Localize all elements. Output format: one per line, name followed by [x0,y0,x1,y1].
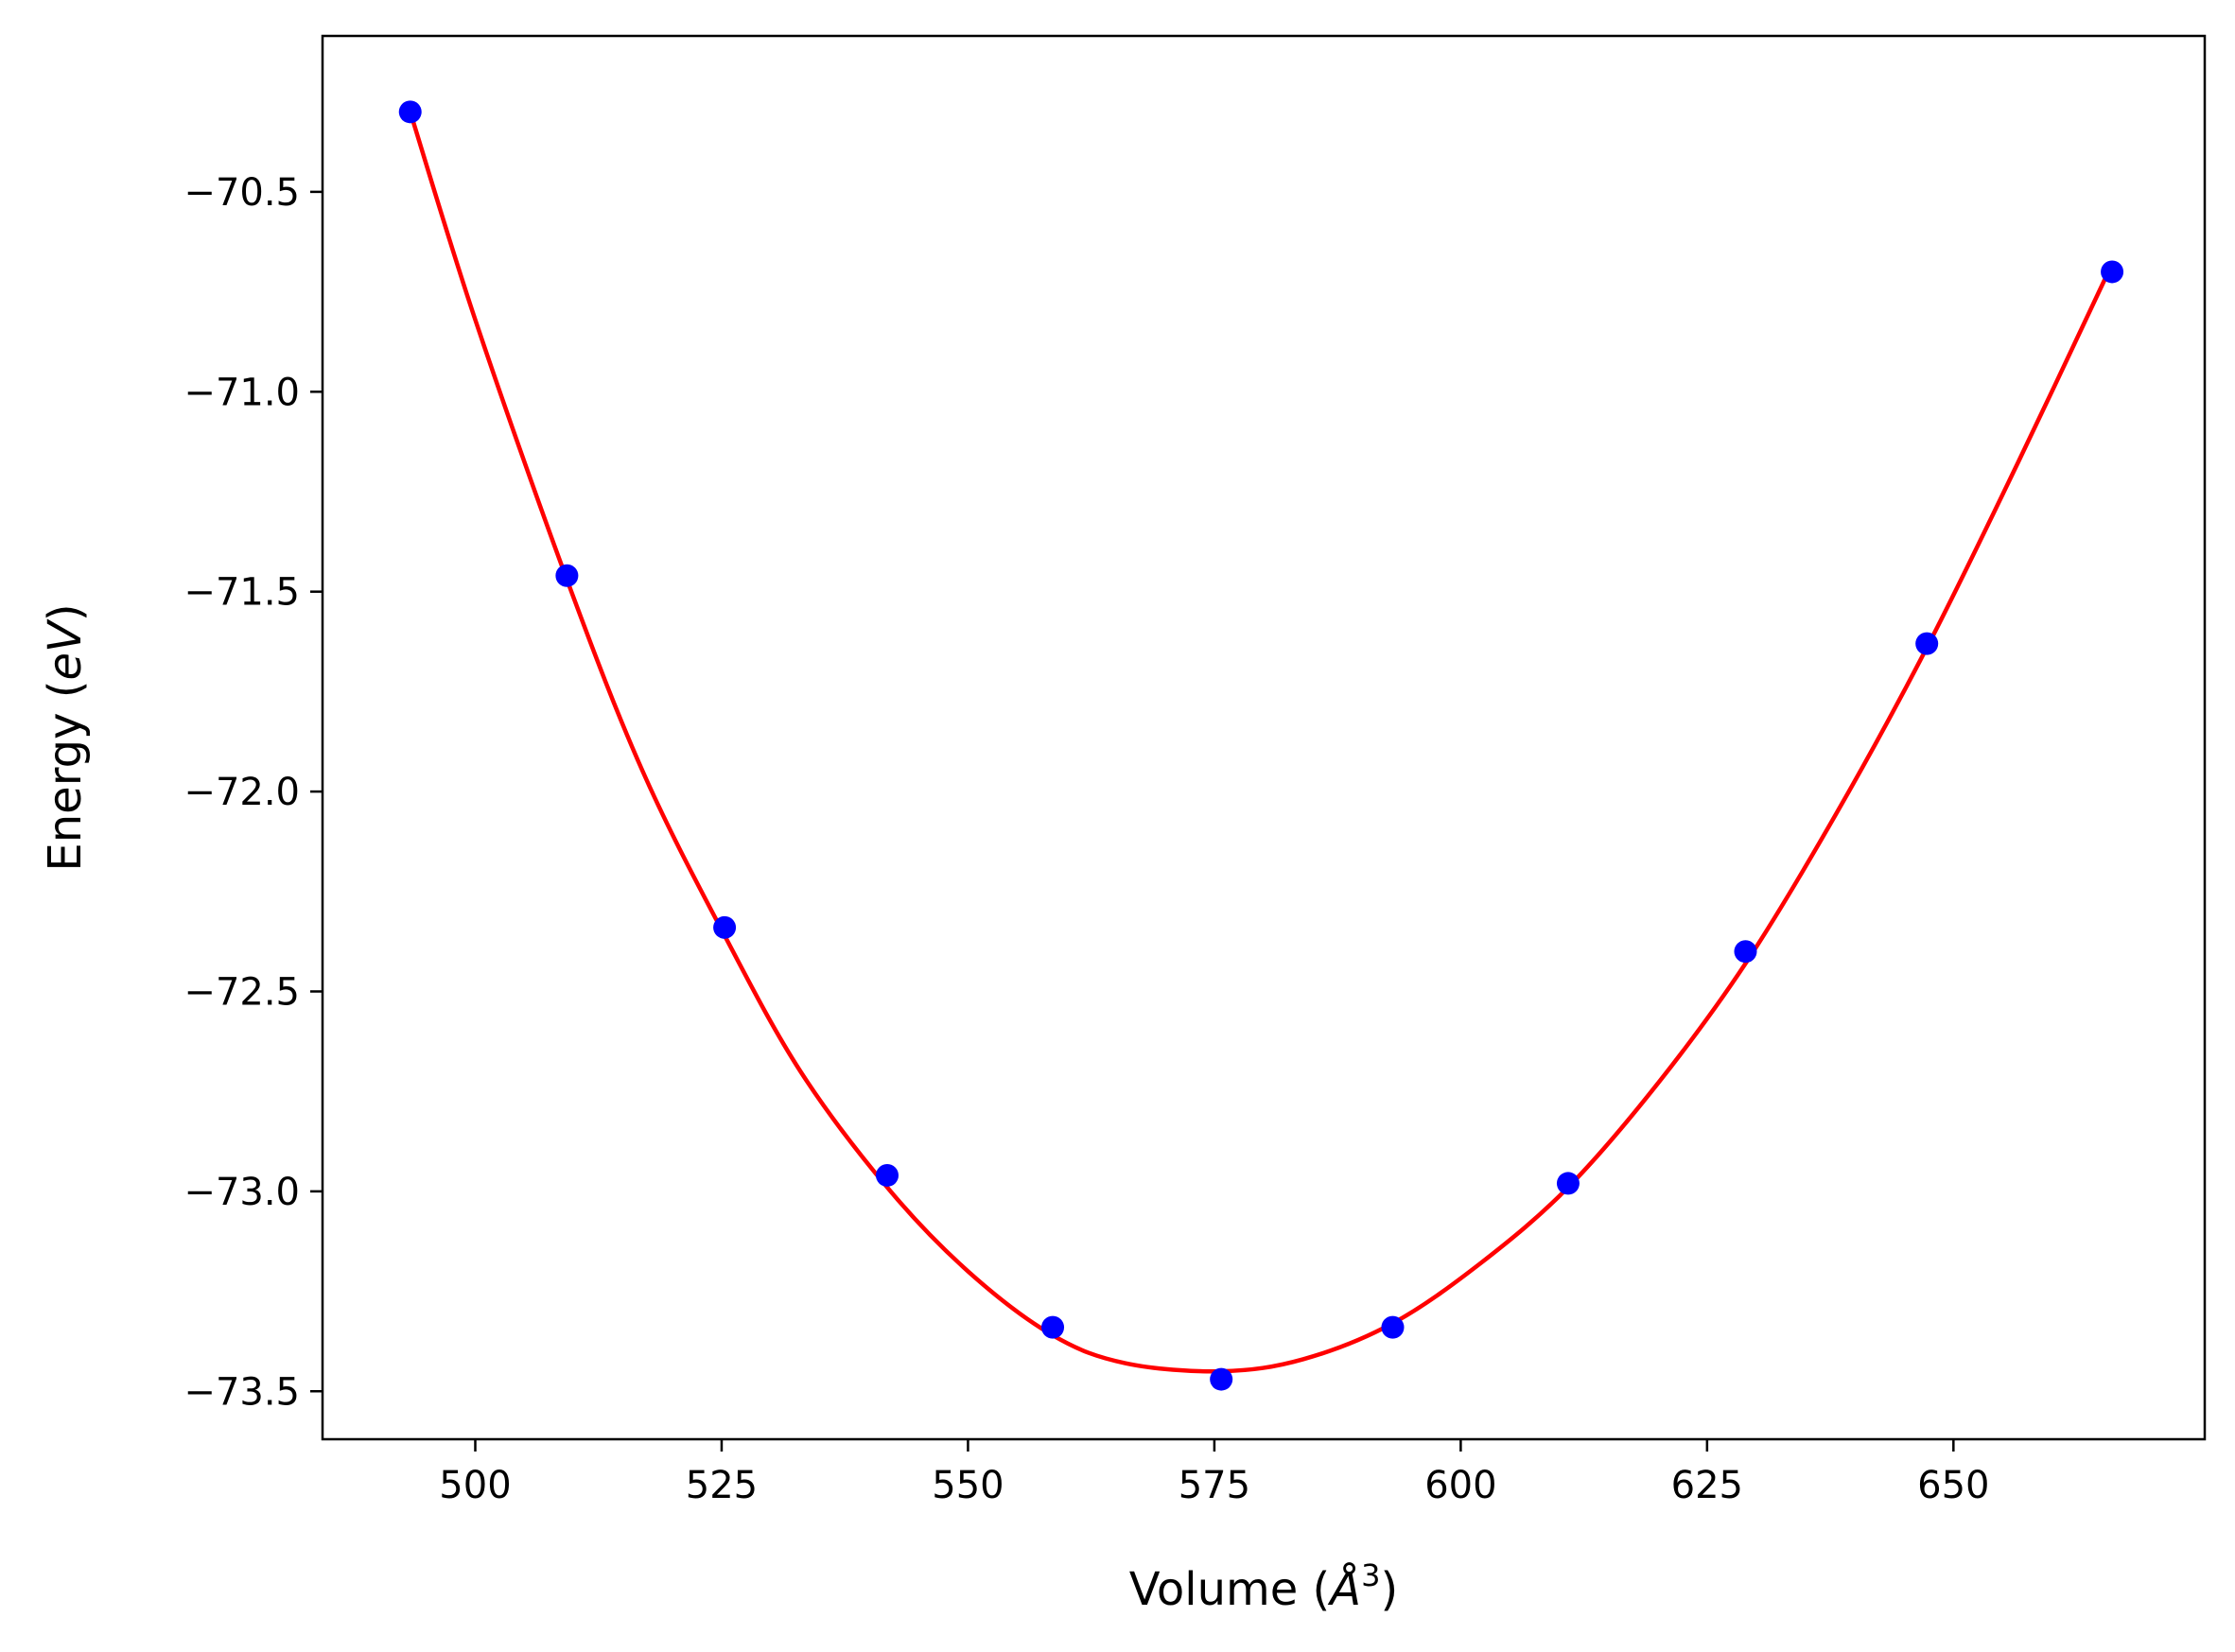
y-tick-label: −73.0 [183,1171,300,1214]
data-point [555,564,579,587]
data-point [876,1163,899,1187]
data-point [398,100,422,124]
x-tick-label: 500 [439,1464,511,1507]
x-tick-label: 550 [932,1464,1004,1507]
y-axis: −70.5 −71.0 −71.5 −72.0 −72.5 −73.0 −73.5 [183,171,323,1414]
data-point [1381,1315,1405,1339]
data-point [1556,1172,1580,1195]
x-axis-label-close: ) [1380,1563,1398,1616]
y-tick-label: −73.5 [183,1370,300,1414]
x-axis-label: Volume (Å3) [1129,1557,1398,1616]
data-point [2101,260,2124,284]
y-axis-label-text: Energy ( [39,681,92,872]
x-axis-label-unit: Å [1327,1562,1361,1616]
data-point [713,915,737,939]
y-axis-label-close: ) [39,603,92,621]
y-axis-label: Energy (eV) [39,603,92,871]
data-point [1210,1367,1233,1391]
y-tick-label: −72.0 [183,771,300,814]
y-tick-label: −70.5 [183,171,300,215]
data-point [1915,632,1939,655]
y-tick-label: −71.5 [183,571,300,615]
y-tick-label: −72.5 [183,970,300,1014]
x-tick-label: 650 [1917,1464,1989,1507]
x-tick-label: 575 [1179,1464,1250,1507]
x-axis-label-text: Volume ( [1129,1563,1331,1616]
x-axis-label-exponent: 3 [1361,1557,1380,1593]
data-point [1041,1315,1065,1339]
data-point [1734,940,1757,964]
x-tick-label: 600 [1424,1464,1496,1507]
x-tick-label: 625 [1671,1464,1743,1507]
y-tick-label: −71.0 [183,371,300,414]
plot-frame [321,34,2207,1441]
x-axis: 500 525 550 575 600 625 650 [439,1439,1989,1507]
x-tick-label: 525 [686,1464,758,1507]
plot-area [398,100,2124,1391]
y-axis-label-unit: eV [39,618,92,681]
